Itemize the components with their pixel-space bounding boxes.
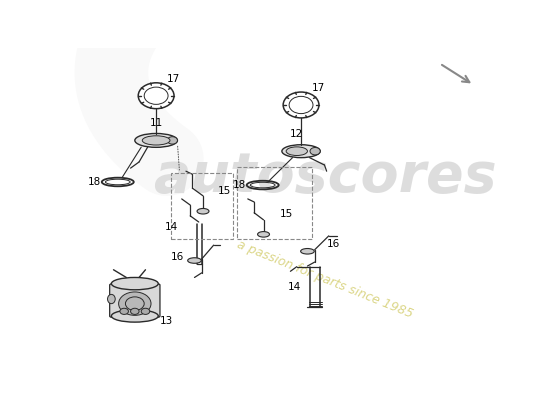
- Text: 11: 11: [150, 118, 163, 128]
- FancyBboxPatch shape: [109, 284, 160, 317]
- Text: 16: 16: [326, 238, 340, 248]
- Text: 13: 13: [160, 316, 173, 326]
- Text: 15: 15: [279, 209, 293, 219]
- Ellipse shape: [135, 134, 178, 147]
- Circle shape: [310, 148, 320, 155]
- Text: a passion for parts since 1985: a passion for parts since 1985: [234, 238, 415, 320]
- Ellipse shape: [282, 145, 320, 158]
- Ellipse shape: [111, 278, 158, 290]
- Circle shape: [119, 292, 151, 315]
- Text: 18: 18: [87, 177, 101, 187]
- Text: 17: 17: [311, 83, 324, 93]
- Ellipse shape: [286, 147, 307, 156]
- Text: 14: 14: [164, 222, 178, 232]
- Circle shape: [130, 308, 139, 314]
- Ellipse shape: [301, 248, 314, 254]
- Circle shape: [141, 308, 150, 314]
- Text: 17: 17: [167, 74, 180, 84]
- Text: 16: 16: [171, 252, 184, 262]
- Text: 15: 15: [218, 186, 231, 196]
- Circle shape: [167, 137, 178, 144]
- Text: 18: 18: [233, 180, 246, 190]
- Ellipse shape: [108, 294, 115, 304]
- Text: 12: 12: [290, 129, 304, 139]
- Ellipse shape: [188, 258, 201, 263]
- Circle shape: [138, 83, 174, 109]
- Ellipse shape: [257, 232, 270, 237]
- Circle shape: [283, 92, 319, 118]
- Ellipse shape: [142, 136, 170, 145]
- Ellipse shape: [197, 208, 209, 214]
- Text: 14: 14: [288, 282, 301, 292]
- Text: autoscores: autoscores: [153, 150, 496, 204]
- Ellipse shape: [111, 310, 158, 322]
- Circle shape: [125, 297, 144, 310]
- Circle shape: [120, 308, 128, 314]
